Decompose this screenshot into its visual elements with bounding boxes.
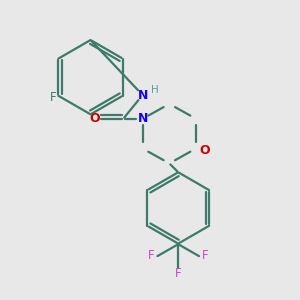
Text: H: H [151,85,158,95]
Text: N: N [137,88,148,101]
Text: F: F [175,267,181,280]
Text: O: O [199,143,210,157]
Text: O: O [89,112,100,125]
Text: F: F [50,91,56,104]
Text: F: F [148,249,154,262]
Text: N: N [137,112,148,125]
Text: F: F [202,249,209,262]
